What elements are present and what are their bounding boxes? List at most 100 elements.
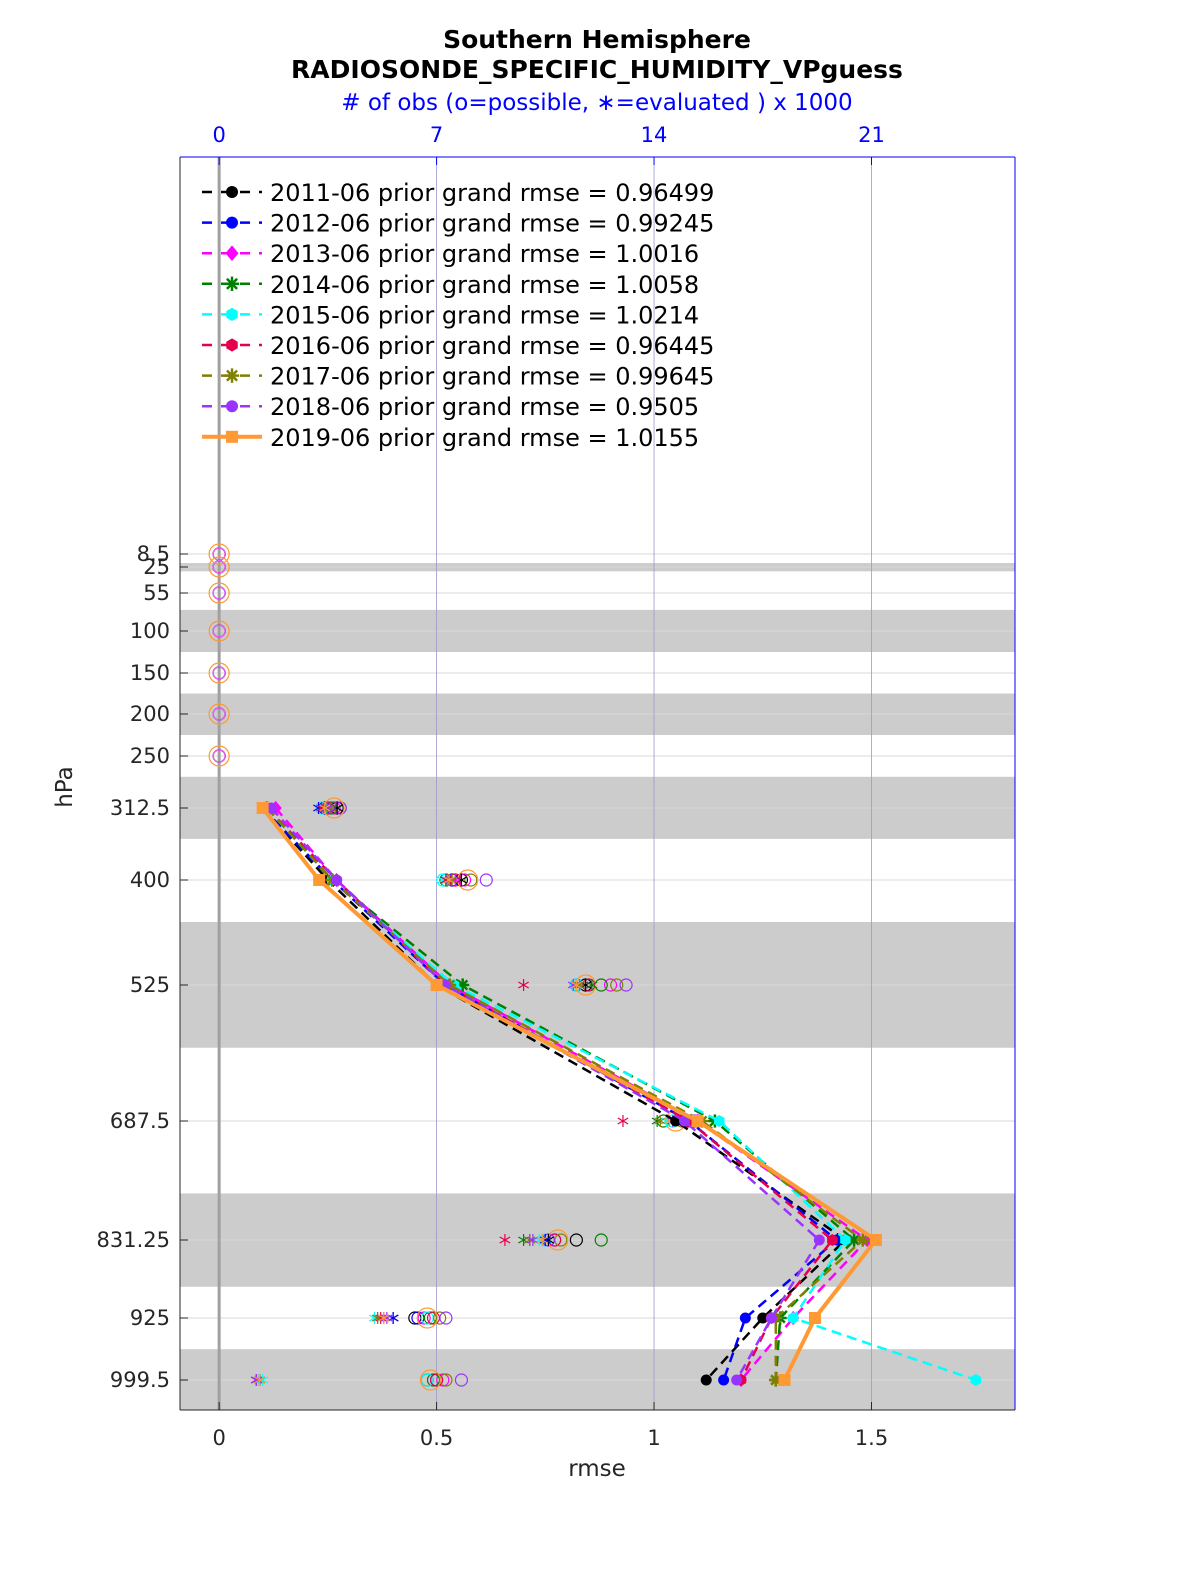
series-point — [970, 1373, 982, 1387]
legend-entry: 2012-06 prior grand rmse = 0.99245 — [270, 210, 714, 238]
obs-possible-marker — [420, 1373, 434, 1387]
obs-evaluated-marker — [586, 979, 598, 991]
legend-marker — [224, 276, 240, 291]
top-tick-label: 7 — [430, 123, 443, 147]
series-point — [718, 1374, 730, 1386]
obs-possible-marker — [429, 1373, 444, 1387]
y-tick-label: 687.5 — [110, 1109, 170, 1133]
series-point — [757, 1312, 769, 1324]
series-point — [840, 1233, 851, 1247]
obs-possible-marker — [208, 620, 230, 642]
legend-marker — [224, 368, 240, 383]
series-point — [787, 1311, 799, 1325]
obs-possible-marker — [208, 543, 230, 565]
obs-possible-marker — [417, 1311, 431, 1325]
y-tick-label: 999.5 — [110, 1368, 170, 1392]
obs-evaluated-marker — [536, 1234, 548, 1246]
series-point — [731, 1374, 743, 1386]
legend-entry: 2014-06 prior grand rmse = 1.0058 — [270, 271, 699, 299]
obs-possible-marker — [423, 1311, 437, 1325]
x-tick-label: 1.5 — [855, 1426, 888, 1450]
series-point — [765, 1312, 777, 1324]
obs-possible-marker — [208, 582, 230, 604]
obs-possible-marker — [212, 547, 226, 561]
legend-entry: 2018-06 prior grand rmse = 0.9505 — [270, 393, 699, 421]
obs-possible-marker — [208, 556, 230, 578]
y-tick-label: 831.25 — [97, 1228, 170, 1252]
series-point — [678, 1115, 690, 1127]
obs-evaluated-marker — [527, 1234, 539, 1246]
legend-entry: 2013-06 prior grand rmse = 1.0016 — [270, 240, 699, 268]
x-axis-label: rmse — [568, 1456, 626, 1482]
y-tick-label: 312.5 — [110, 796, 170, 820]
legend-marker — [226, 216, 238, 229]
obs-possible-marker — [419, 1369, 441, 1391]
series-point — [813, 1234, 825, 1246]
legend-marker — [225, 245, 239, 261]
obs-possible-marker — [454, 1373, 469, 1387]
legend-entry: 2015-06 prior grand rmse = 1.0214 — [270, 301, 699, 329]
series-point — [808, 1312, 821, 1324]
obs-possible-marker — [212, 586, 226, 600]
obs-possible-marker — [208, 703, 230, 725]
series-point — [256, 802, 269, 814]
obs-possible-marker — [333, 801, 347, 815]
obs-possible-marker — [594, 1233, 608, 1247]
obs-possible-marker — [208, 745, 230, 767]
obs-evaluated-marker — [319, 802, 331, 814]
obs-evaluated-marker — [443, 874, 455, 886]
series-point — [430, 979, 443, 991]
obs-evaluated-marker — [254, 1374, 266, 1386]
series-point — [691, 1115, 704, 1127]
x-tick-label: 1 — [647, 1426, 660, 1450]
series-point — [869, 1234, 882, 1246]
obs-possible-marker — [439, 1311, 453, 1325]
y-tick-label: 250 — [130, 744, 170, 768]
legend-entry: 2011-06 prior grand rmse = 0.96499 — [270, 179, 714, 207]
y-tick-label: 525 — [130, 973, 170, 997]
obs-possible-marker — [610, 978, 624, 992]
series-point — [331, 874, 343, 886]
top-tick-label: 14 — [641, 123, 668, 147]
series-point — [313, 874, 326, 886]
legend-entry: 2019-06 prior grand rmse = 1.0155 — [270, 424, 699, 452]
obs-possible-marker — [212, 560, 226, 574]
x-tick-label: 0 — [212, 1426, 225, 1450]
legend-marker — [226, 338, 238, 352]
obs-evaluated-marker — [570, 979, 582, 991]
series-point — [714, 1114, 725, 1128]
y-tick-label: 25 — [143, 555, 170, 579]
obs-possible-marker — [212, 749, 226, 763]
y-tick-label: 200 — [130, 702, 170, 726]
legend-entry: 2016-06 prior grand rmse = 0.96445 — [270, 332, 714, 360]
obs-possible-marker — [582, 978, 596, 992]
legend-marker — [226, 186, 238, 198]
series-point — [739, 1312, 751, 1324]
obs-evaluated-marker — [378, 1312, 390, 1324]
obs-evaluated-marker — [518, 979, 530, 991]
legend-marker — [226, 430, 238, 443]
y-tick-label: 55 — [143, 581, 170, 605]
obs-possible-marker — [569, 1233, 583, 1247]
y-tick-label: 150 — [130, 661, 170, 685]
legend-marker — [226, 307, 238, 321]
obs-possible-marker — [212, 666, 226, 680]
series-point — [700, 1374, 712, 1386]
obs-possible-marker — [212, 707, 226, 721]
legend-marker — [226, 400, 238, 413]
obs-possible-marker — [457, 873, 472, 887]
obs-possible-marker — [457, 869, 479, 891]
chart-subtitle: RADIOSONDE_SPECIFIC_HUMIDITY_VPguess — [291, 55, 903, 84]
obs-evaluated-marker — [617, 1115, 629, 1127]
legend: 2011-06 prior grand rmse = 0.96499 2012-0… — [202, 179, 714, 452]
series-point — [856, 1233, 870, 1247]
obs-possible-marker — [603, 978, 618, 992]
y-tick-label: 100 — [130, 619, 170, 643]
obs-possible-marker — [619, 978, 633, 992]
obs-possible-marker — [433, 1311, 447, 1325]
y-axis-label: hPa — [52, 766, 78, 808]
legend-entry: 2017-06 prior grand rmse = 0.99645 — [270, 363, 714, 391]
obs-possible-marker — [208, 662, 230, 684]
